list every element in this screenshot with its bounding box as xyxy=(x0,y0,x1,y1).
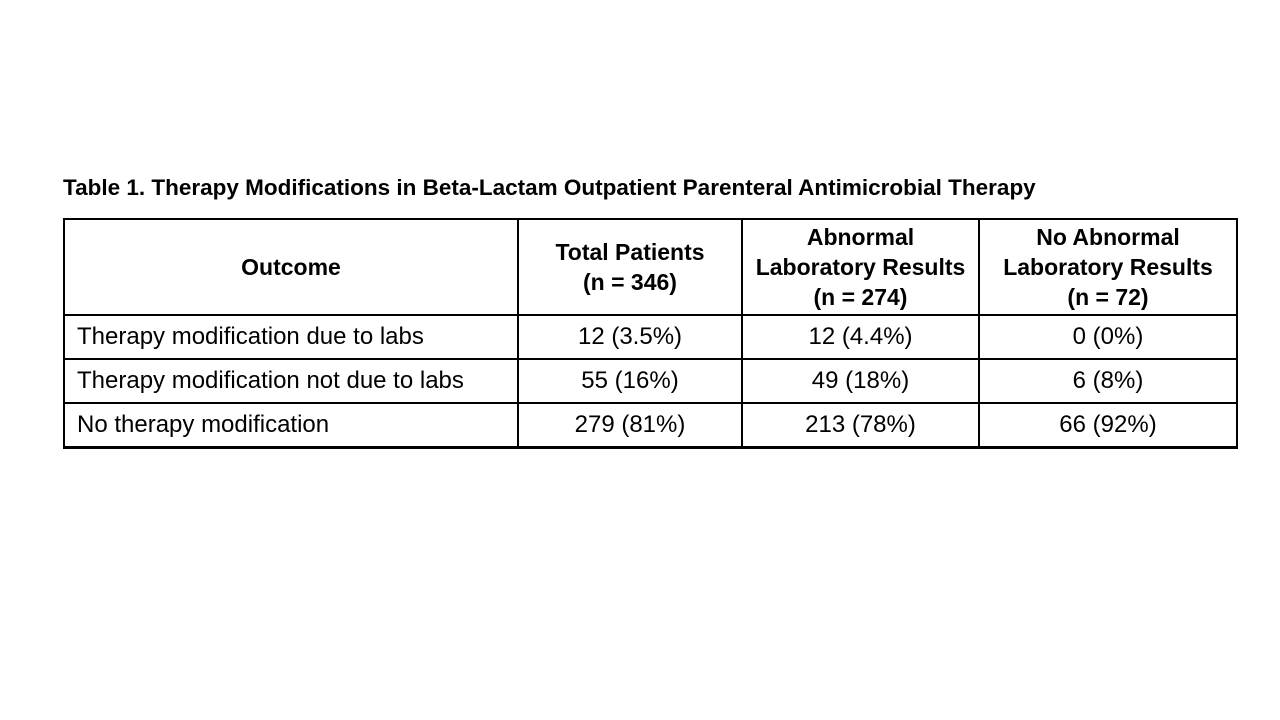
total-patients-value: 279 (81%) xyxy=(517,402,743,448)
outcome-label: Therapy modification not due to labs xyxy=(63,358,519,404)
column-header-no-abnormal-lab-results: No Abnormal Laboratory Results (n = 72) xyxy=(978,218,1238,316)
table-row: Therapy modification not due to labs 55 … xyxy=(63,358,1238,404)
no-abnormal-results-value: 66 (92%) xyxy=(978,402,1238,448)
table-row: Therapy modification due to labs 12 (3.5… xyxy=(63,314,1238,360)
table-row: No therapy modification 279 (81%) 213 (7… xyxy=(63,402,1238,448)
abnormal-results-value: 12 (4.4%) xyxy=(741,314,980,360)
abnormal-results-value: 213 (78%) xyxy=(741,402,980,448)
no-abnormal-results-value: 0 (0%) xyxy=(978,314,1238,360)
outcome-label: No therapy modification xyxy=(63,402,519,448)
total-patients-value: 55 (16%) xyxy=(517,358,743,404)
outcome-label: Therapy modification due to labs xyxy=(63,314,519,360)
column-header-total-patients: Total Patients (n = 346) xyxy=(517,218,743,316)
abnormal-results-value: 49 (18%) xyxy=(741,358,980,404)
table-caption: Table 1. Therapy Modifications in Beta-L… xyxy=(63,175,1036,200)
therapy-modifications-table: Outcome Total Patients (n = 346) Abnorma… xyxy=(63,218,1238,449)
total-patients-value: 12 (3.5%) xyxy=(517,314,743,360)
document-body: Table 1. Therapy Modifications in Beta-L… xyxy=(63,174,1238,449)
no-abnormal-results-value: 6 (8%) xyxy=(978,358,1238,404)
table-header-row: Outcome Total Patients (n = 346) Abnorma… xyxy=(63,218,1238,316)
column-header-outcome: Outcome xyxy=(63,218,519,316)
column-header-abnormal-lab-results: Abnormal Laboratory Results (n = 274) xyxy=(741,218,980,316)
